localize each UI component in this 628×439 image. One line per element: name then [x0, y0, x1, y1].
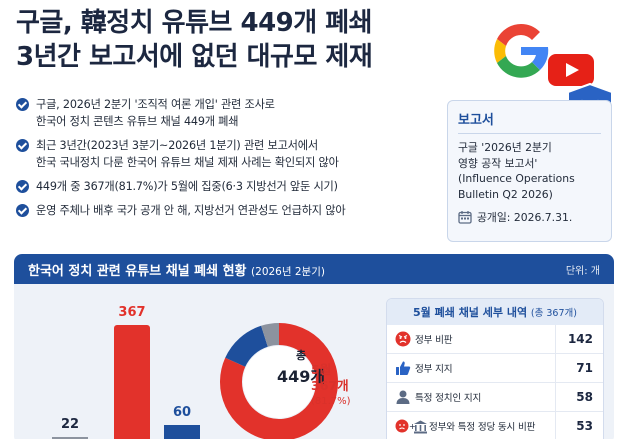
- report-card-body: 구글 '2026년 2분기 영향 공작 보고서' (Influence Oper…: [458, 140, 601, 202]
- bullet-line: 한국어 정치 콘텐츠 유튜브 채널 449개 폐쇄: [36, 115, 239, 128]
- bullet-item: 최근 3년간(2023년 3분기~2026년 1분기) 관련 보고서에서 한국 …: [16, 137, 436, 171]
- row-label: 정부와 특정 정당 동시 비판: [429, 422, 536, 433]
- bullet-item: 449개 중 367개(81.7%)가 5월에 집중(6·3 지방선거 앞둔 시…: [16, 178, 436, 195]
- callout-value: 367개: [311, 378, 349, 393]
- detail-header: 5월 폐쇄 채널 세부 내역 (총 367개): [387, 299, 603, 325]
- donut-slice: [220, 323, 338, 439]
- bar-value-label: 22: [60, 416, 80, 432]
- check-circle-icon: [16, 98, 29, 111]
- table-row: 정부 지지 71: [387, 353, 603, 383]
- donut-center: 총 449개: [266, 347, 336, 387]
- headline-line-2: 3년간 보고서에 없던 대규모 제재: [16, 42, 373, 72]
- donut-slice: [261, 323, 280, 347]
- bar: [52, 436, 88, 439]
- bullet-line: 449개 중 367개(81.7%)가 5월에 집중(6·3 지방선거 앞둔 시…: [36, 180, 338, 193]
- row-value: 58: [555, 382, 595, 412]
- panel-title: 한국어 정치 관련 유튜브 채널 폐쇄 현황 (2026년 2분기): [28, 260, 325, 279]
- stats-panel: 한국어 정치 관련 유튜브 채널 폐쇄 현황 (2026년 2분기) 단위: 개…: [14, 254, 614, 439]
- report-body-line: 구글 '2026년 2분기: [458, 141, 552, 154]
- donut-svg: [220, 323, 338, 439]
- donut-chart: 총 449개 5월 367개 (81.7%): [219, 302, 399, 439]
- row-label: 특정 정치인 지지: [415, 393, 482, 404]
- detail-subtitle: (총 367개): [530, 308, 577, 319]
- panel-unit: 단위: 개: [565, 265, 600, 277]
- report-date-text: 공개일: 2026.7.31.: [477, 211, 573, 224]
- row-value: 71: [555, 353, 595, 383]
- report-body-line: 영향 공작 보고서': [458, 156, 538, 170]
- report-body-line: (Influence Operations: [458, 172, 575, 185]
- angry-face-icon: [395, 331, 415, 347]
- headline-line-1: 구글, 韓정치 유튜브 449개 폐쇄: [16, 8, 373, 38]
- calendar-icon: [458, 211, 472, 224]
- report-card: 보고서 구글 '2026년 2분기 영향 공작 보고서' (Influence …: [447, 100, 612, 242]
- donut-callout: 5월 367개 (81.7%): [311, 362, 351, 410]
- detail-title: 5월 폐쇄 채널 세부 내역: [413, 306, 528, 319]
- detail-table: 5월 폐쇄 채널 세부 내역 (총 367개) 정부 비판 142 정부 지지 …: [386, 298, 604, 439]
- report-card-title: 보고서: [458, 109, 601, 134]
- angry-bank-icon: +: [395, 418, 429, 434]
- table-row: + 정부와 특정 정당 동시 비판 53: [387, 411, 603, 439]
- table-row: 특정 정치인 지지 58: [387, 382, 603, 412]
- svg-text:+: +: [409, 422, 416, 431]
- check-circle-icon: [16, 180, 29, 193]
- thumbs-up-icon: [395, 360, 415, 376]
- donut-slice: [225, 325, 269, 368]
- report-date: 공개일: 2026.7.31.: [458, 209, 601, 225]
- bullet-list: 구글, 2026년 2분기 '조직적 여론 개입' 관련 조사로 한국어 정치 …: [16, 96, 436, 226]
- panel-title-text: 한국어 정치 관련 유튜브 채널 폐쇄 현황: [28, 263, 247, 279]
- person-icon: [395, 389, 415, 405]
- google-logo: [494, 24, 549, 78]
- headline: 구글, 韓정치 유튜브 449개 폐쇄 3년간 보고서에 없던 대규모 제재: [16, 6, 486, 74]
- bar-value-label: 367: [118, 304, 146, 320]
- donut-center-value: 449개: [276, 367, 326, 386]
- bar-value-label: 60: [172, 404, 192, 420]
- bullet-line: 구글, 2026년 2분기 '조직적 여론 개입' 관련 조사로: [36, 98, 275, 111]
- check-circle-icon: [16, 204, 29, 217]
- check-circle-icon: [16, 139, 29, 152]
- row-value: 142: [555, 324, 595, 354]
- row-value: 53: [555, 411, 595, 439]
- donut-hole: [243, 346, 315, 418]
- callout-pct: (81.7%): [311, 396, 351, 407]
- row-label: 정부 지지: [415, 364, 453, 375]
- bullet-line: 최근 3년간(2023년 3분기~2026년 1분기) 관련 보고서에서: [36, 139, 318, 152]
- row-label: 정부 비판: [415, 335, 453, 346]
- bar-chart: 22 367 60: [14, 284, 234, 439]
- callout-title: 5월: [311, 362, 332, 377]
- report-body-line: Bulletin Q2 2026): [458, 187, 553, 201]
- bar: [114, 324, 150, 439]
- bullet-item: 운영 주체나 배후 국가 공개 안 해, 지방선거 연관성도 언급하지 않아: [16, 202, 436, 219]
- bullet-line: 한국 국내정치 다룬 한국어 유튜브 채널 제재 사례는 확인되지 않아: [36, 156, 339, 169]
- table-row: 정부 비판 142: [387, 324, 603, 354]
- youtube-logo: [548, 54, 594, 86]
- bullet-item: 구글, 2026년 2분기 '조직적 여론 개입' 관련 조사로 한국어 정치 …: [16, 96, 436, 130]
- donut-center-label: 총: [295, 349, 307, 362]
- bullet-line: 운영 주체나 배후 국가 공개 안 해, 지방선거 연관성도 언급하지 않아: [36, 204, 346, 217]
- panel-header: 한국어 정치 관련 유튜브 채널 폐쇄 현황 (2026년 2분기) 단위: 개: [14, 254, 614, 284]
- bar: [164, 424, 200, 439]
- panel-subtitle: (2026년 2분기): [251, 265, 325, 278]
